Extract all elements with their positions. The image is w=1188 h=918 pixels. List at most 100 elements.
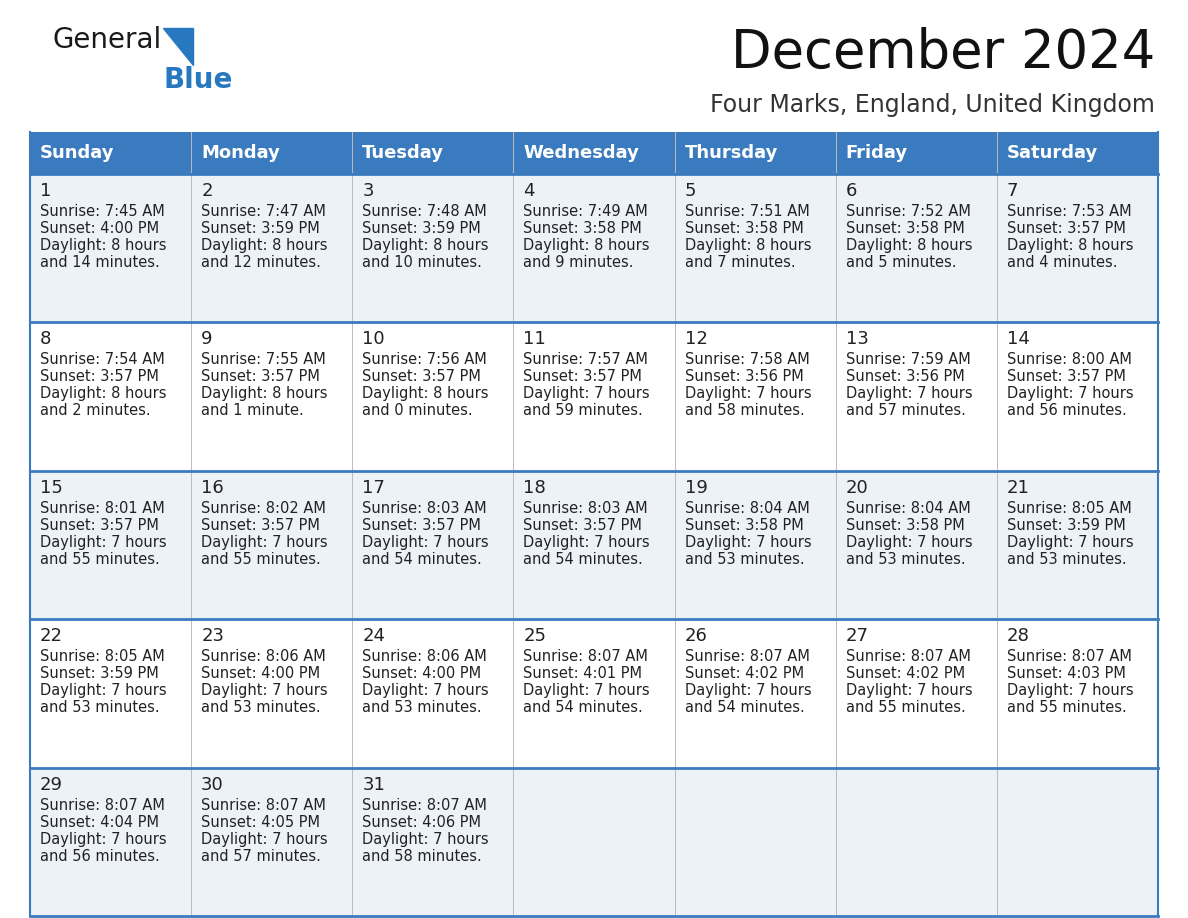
Text: and 55 minutes.: and 55 minutes. <box>40 552 159 566</box>
Text: 5: 5 <box>684 182 696 200</box>
Text: and 54 minutes.: and 54 minutes. <box>524 552 643 566</box>
Text: Sunset: 4:02 PM: Sunset: 4:02 PM <box>684 666 804 681</box>
Text: and 55 minutes.: and 55 minutes. <box>201 552 321 566</box>
Text: Sunset: 3:58 PM: Sunset: 3:58 PM <box>684 518 803 532</box>
Text: Daylight: 7 hours: Daylight: 7 hours <box>1007 535 1133 550</box>
Text: Sunset: 3:57 PM: Sunset: 3:57 PM <box>362 369 481 385</box>
Text: Daylight: 7 hours: Daylight: 7 hours <box>846 535 972 550</box>
Text: Daylight: 7 hours: Daylight: 7 hours <box>40 535 166 550</box>
Text: and 1 minute.: and 1 minute. <box>201 403 304 419</box>
Text: 4: 4 <box>524 182 535 200</box>
Text: and 53 minutes.: and 53 minutes. <box>1007 552 1126 566</box>
Text: Sunrise: 8:03 AM: Sunrise: 8:03 AM <box>362 501 487 516</box>
Bar <box>513 132 675 174</box>
Text: and 56 minutes.: and 56 minutes. <box>1007 403 1126 419</box>
Text: 10: 10 <box>362 330 385 349</box>
Text: 18: 18 <box>524 479 546 497</box>
Text: Daylight: 7 hours: Daylight: 7 hours <box>1007 386 1133 401</box>
Text: Daylight: 8 hours: Daylight: 8 hours <box>684 238 811 253</box>
Text: Sunset: 3:57 PM: Sunset: 3:57 PM <box>1007 221 1126 236</box>
Text: 22: 22 <box>40 627 63 645</box>
Text: General: General <box>52 26 162 54</box>
Text: and 4 minutes.: and 4 minutes. <box>1007 255 1118 270</box>
Text: Sunrise: 8:07 AM: Sunrise: 8:07 AM <box>524 649 649 665</box>
Bar <box>675 132 835 174</box>
Text: Sunset: 4:04 PM: Sunset: 4:04 PM <box>40 814 159 830</box>
Text: Sunset: 3:56 PM: Sunset: 3:56 PM <box>846 369 965 385</box>
Text: Friday: Friday <box>846 144 908 162</box>
Text: 8: 8 <box>40 330 51 349</box>
Text: Daylight: 8 hours: Daylight: 8 hours <box>1007 238 1133 253</box>
Text: and 59 minutes.: and 59 minutes. <box>524 403 643 419</box>
Text: Daylight: 8 hours: Daylight: 8 hours <box>362 386 488 401</box>
Text: Daylight: 7 hours: Daylight: 7 hours <box>684 683 811 699</box>
Text: Sunrise: 7:58 AM: Sunrise: 7:58 AM <box>684 353 809 367</box>
Bar <box>30 174 1158 322</box>
Text: Sunrise: 8:07 AM: Sunrise: 8:07 AM <box>1007 649 1132 665</box>
Text: Daylight: 7 hours: Daylight: 7 hours <box>40 832 166 846</box>
Bar <box>353 132 513 174</box>
Text: Sunset: 3:57 PM: Sunset: 3:57 PM <box>201 369 320 385</box>
Text: 15: 15 <box>40 479 63 497</box>
Text: Daylight: 7 hours: Daylight: 7 hours <box>201 535 328 550</box>
Text: Sunrise: 8:02 AM: Sunrise: 8:02 AM <box>201 501 326 516</box>
Text: Tuesday: Tuesday <box>362 144 444 162</box>
Text: and 7 minutes.: and 7 minutes. <box>684 255 795 270</box>
Text: 16: 16 <box>201 479 223 497</box>
Text: and 53 minutes.: and 53 minutes. <box>40 700 159 715</box>
Text: 6: 6 <box>846 182 857 200</box>
Text: Sunset: 4:00 PM: Sunset: 4:00 PM <box>40 221 159 236</box>
Text: Sunrise: 8:07 AM: Sunrise: 8:07 AM <box>846 649 971 665</box>
Text: Daylight: 7 hours: Daylight: 7 hours <box>201 832 328 846</box>
Text: and 5 minutes.: and 5 minutes. <box>846 255 956 270</box>
Text: Sunrise: 8:06 AM: Sunrise: 8:06 AM <box>362 649 487 665</box>
Text: Sunset: 4:02 PM: Sunset: 4:02 PM <box>846 666 965 681</box>
Text: Sunset: 3:57 PM: Sunset: 3:57 PM <box>201 518 320 532</box>
Text: Daylight: 7 hours: Daylight: 7 hours <box>40 683 166 699</box>
Text: Sunset: 3:58 PM: Sunset: 3:58 PM <box>846 518 965 532</box>
Text: Monday: Monday <box>201 144 280 162</box>
Text: Daylight: 8 hours: Daylight: 8 hours <box>201 238 328 253</box>
Text: 20: 20 <box>846 479 868 497</box>
Text: Sunrise: 8:07 AM: Sunrise: 8:07 AM <box>40 798 165 812</box>
Text: Sunset: 4:00 PM: Sunset: 4:00 PM <box>362 666 481 681</box>
Text: Daylight: 7 hours: Daylight: 7 hours <box>362 683 489 699</box>
Polygon shape <box>163 28 192 65</box>
Text: 27: 27 <box>846 627 868 645</box>
Text: Sunset: 3:59 PM: Sunset: 3:59 PM <box>362 221 481 236</box>
Text: Sunset: 3:57 PM: Sunset: 3:57 PM <box>524 518 643 532</box>
Text: Daylight: 8 hours: Daylight: 8 hours <box>524 238 650 253</box>
Text: Sunset: 3:58 PM: Sunset: 3:58 PM <box>846 221 965 236</box>
Text: 24: 24 <box>362 627 385 645</box>
Text: Sunrise: 7:49 AM: Sunrise: 7:49 AM <box>524 204 649 219</box>
Text: and 10 minutes.: and 10 minutes. <box>362 255 482 270</box>
Bar <box>997 132 1158 174</box>
Text: Sunset: 4:05 PM: Sunset: 4:05 PM <box>201 814 320 830</box>
Text: Daylight: 7 hours: Daylight: 7 hours <box>524 683 650 699</box>
Text: and 0 minutes.: and 0 minutes. <box>362 403 473 419</box>
Text: Sunrise: 8:07 AM: Sunrise: 8:07 AM <box>362 798 487 812</box>
Text: Sunset: 4:06 PM: Sunset: 4:06 PM <box>362 814 481 830</box>
Text: 14: 14 <box>1007 330 1030 349</box>
Text: 3: 3 <box>362 182 374 200</box>
Text: Sunrise: 8:06 AM: Sunrise: 8:06 AM <box>201 649 326 665</box>
Text: and 54 minutes.: and 54 minutes. <box>524 700 643 715</box>
Text: Daylight: 7 hours: Daylight: 7 hours <box>524 535 650 550</box>
Text: and 53 minutes.: and 53 minutes. <box>684 552 804 566</box>
Text: Sunset: 3:57 PM: Sunset: 3:57 PM <box>40 369 159 385</box>
Text: Saturday: Saturday <box>1007 144 1098 162</box>
Text: Sunrise: 7:47 AM: Sunrise: 7:47 AM <box>201 204 326 219</box>
Text: Sunrise: 7:52 AM: Sunrise: 7:52 AM <box>846 204 971 219</box>
Text: Sunset: 3:57 PM: Sunset: 3:57 PM <box>1007 369 1126 385</box>
Text: 17: 17 <box>362 479 385 497</box>
Text: and 14 minutes.: and 14 minutes. <box>40 255 159 270</box>
Text: and 57 minutes.: and 57 minutes. <box>846 403 966 419</box>
Text: Sunset: 3:57 PM: Sunset: 3:57 PM <box>362 518 481 532</box>
Text: and 55 minutes.: and 55 minutes. <box>1007 700 1126 715</box>
Text: Sunrise: 8:07 AM: Sunrise: 8:07 AM <box>684 649 809 665</box>
Bar <box>30 322 1158 471</box>
Text: December 2024: December 2024 <box>731 27 1155 79</box>
Text: Sunset: 3:56 PM: Sunset: 3:56 PM <box>684 369 803 385</box>
Text: Blue: Blue <box>163 66 233 94</box>
Text: Daylight: 7 hours: Daylight: 7 hours <box>846 683 972 699</box>
